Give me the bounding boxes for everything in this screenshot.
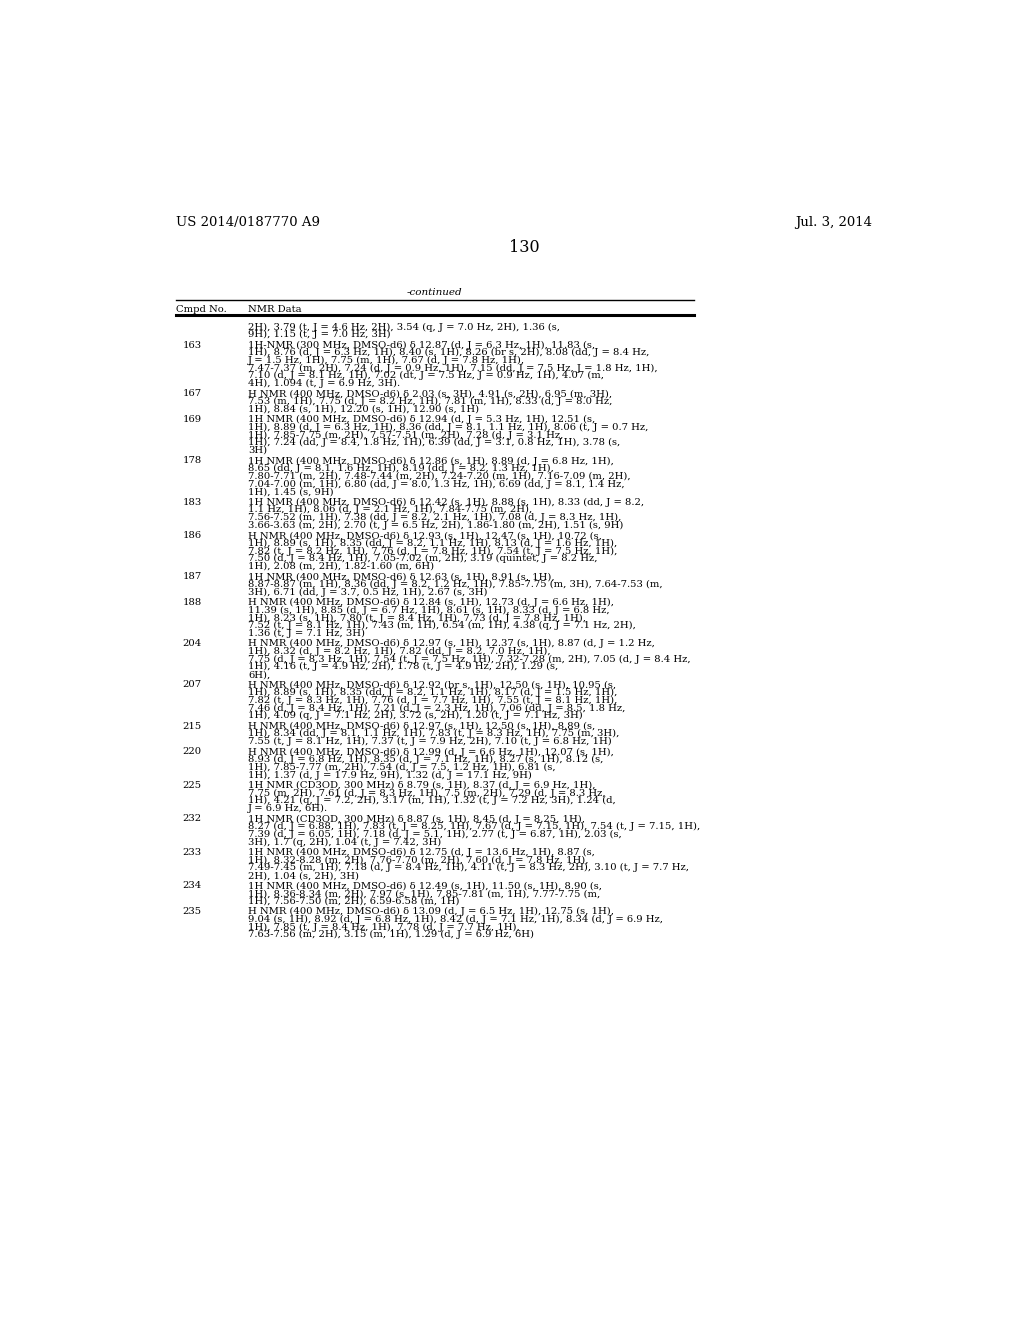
Text: Cmpd No.: Cmpd No. <box>176 305 226 314</box>
Text: 1H), 4.16 (t, J = 4.9 Hz, 2H), 1.78 (t, J = 4.9 Hz, 2H), 1.29 (s,: 1H), 4.16 (t, J = 4.9 Hz, 2H), 1.78 (t, … <box>248 663 558 672</box>
Text: 1H), 8.32 (d, J = 8.2 Hz, 1H), 7.82 (dd, J = 8.2, 7.0 Hz, 1H),: 1H), 8.32 (d, J = 8.2 Hz, 1H), 7.82 (dd,… <box>248 647 551 656</box>
Text: H NMR (400 MHz, DMSO-d6) δ 12.97 (s, 1H), 12.37 (s, 1H), 8.87 (d, J = 1.2 Hz,: H NMR (400 MHz, DMSO-d6) δ 12.97 (s, 1H)… <box>248 639 655 648</box>
Text: 1H NMR (CD3OD, 300 MHz) δ 8.79 (s, 1H), 8.37 (d, J = 6.9 Hz, 1H),: 1H NMR (CD3OD, 300 MHz) δ 8.79 (s, 1H), … <box>248 781 596 791</box>
Text: 7.82 (t, J = 8.2 Hz, 1H), 7.76 (d, J = 7.8 Hz, 1H), 7.54 (t, J = 7.5 Hz, 1H),: 7.82 (t, J = 8.2 Hz, 1H), 7.76 (d, J = 7… <box>248 546 617 556</box>
Text: 3H), 6.71 (dd, J = 3.7, 0.5 Hz, 1H), 2.67 (s, 3H): 3H), 6.71 (dd, J = 3.7, 0.5 Hz, 1H), 2.6… <box>248 587 487 597</box>
Text: 7.39 (d, J = 6.05, 1H), 7.18 (d, J = 5.1, 1H), 2.77 (t, J = 6.87, 1H), 2.03 (s,: 7.39 (d, J = 6.05, 1H), 7.18 (d, J = 5.1… <box>248 830 622 840</box>
Text: 1H NMR (400 MHz, DMSO-d6) δ 12.86 (s, 1H), 8.89 (d, J = 6.8 Hz, 1H),: 1H NMR (400 MHz, DMSO-d6) δ 12.86 (s, 1H… <box>248 457 614 466</box>
Text: 8.93 (d, J = 6.8 Hz, 1H), 8.35 (d, J = 7.1 Hz, 1H), 8.27 (s, 1H), 8.12 (s,: 8.93 (d, J = 6.8 Hz, 1H), 8.35 (d, J = 7… <box>248 755 603 764</box>
Text: H NMR (400 MHz, DMSO-d6) δ 12.97 (s, 1H), 12.50 (s, 1H), 8.89 (s,: H NMR (400 MHz, DMSO-d6) δ 12.97 (s, 1H)… <box>248 722 595 731</box>
Text: 1H NMR (400 MHz, DMSO-d6) δ 12.94 (d, J = 5.3 Hz, 1H), 12.51 (s,: 1H NMR (400 MHz, DMSO-d6) δ 12.94 (d, J … <box>248 416 595 424</box>
Text: 130: 130 <box>510 239 540 256</box>
Text: 1H NMR (CD3OD, 300 MHz) δ 8.87 (s, 1H), 8.45 (d, J = 8.25, 1H),: 1H NMR (CD3OD, 300 MHz) δ 8.87 (s, 1H), … <box>248 814 585 824</box>
Text: 233: 233 <box>182 847 202 857</box>
Text: 186: 186 <box>182 531 202 540</box>
Text: 3H), 1.7 (q, 2H), 1.04 (t, J = 7.42, 3H): 3H), 1.7 (q, 2H), 1.04 (t, J = 7.42, 3H) <box>248 837 441 846</box>
Text: 1H), 8.89 (d, J = 6.3 Hz, 1H), 8.36 (dd, J = 8.1, 1.1 Hz, 1H), 8.06 (t, J = 0.7 : 1H), 8.89 (d, J = 6.3 Hz, 1H), 8.36 (dd,… <box>248 422 648 432</box>
Text: -continued: -continued <box>407 288 462 297</box>
Text: 1H), 7.85-7.75 (m, 2H), 7.57-7.51 (m, 2H), 7.28 (d, J = 3.1 Hz,: 1H), 7.85-7.75 (m, 2H), 7.57-7.51 (m, 2H… <box>248 430 563 440</box>
Text: J = 1.5 Hz, 1H), 7.75 (m, 1H), 7.67 (d, J = 7.8 Hz, 1H),: J = 1.5 Hz, 1H), 7.75 (m, 1H), 7.67 (d, … <box>248 356 525 366</box>
Text: 183: 183 <box>182 498 202 507</box>
Text: 7.49-7.45 (m, 1H), 7.18 (d, J = 8.4 Hz, 1H), 4.11 (t, J = 8.3 Hz, 2H), 3.10 (t, : 7.49-7.45 (m, 1H), 7.18 (d, J = 8.4 Hz, … <box>248 863 689 873</box>
Text: 1H), 8.34 (dd, J = 8.1, 1.1 Hz, 1H), 7.83 (t, J = 8.3 Hz, 1H), 7.75 (m, 3H),: 1H), 8.34 (dd, J = 8.1, 1.1 Hz, 1H), 7.8… <box>248 730 620 738</box>
Text: 163: 163 <box>182 341 202 350</box>
Text: 1H), 8.32-8.28 (m, 2H), 7.76-7.70 (m, 2H), 7.60 (d, J = 7.8 Hz, 1H),: 1H), 8.32-8.28 (m, 2H), 7.76-7.70 (m, 2H… <box>248 855 589 865</box>
Text: 1H NMR (400 MHz, DMSO-d6) δ 12.42 (s, 1H), 8.88 (s, 1H), 8.33 (dd, J = 8.2,: 1H NMR (400 MHz, DMSO-d6) δ 12.42 (s, 1H… <box>248 498 644 507</box>
Text: J = 6.9 Hz, 6H).: J = 6.9 Hz, 6H). <box>248 804 329 813</box>
Text: 7.56-7.52 (m, 1H), 7.38 (dd, J = 8.2, 2.1 Hz, 1H), 7.08 (d, J = 8.3 Hz, 1H),: 7.56-7.52 (m, 1H), 7.38 (dd, J = 8.2, 2.… <box>248 513 622 523</box>
Text: 1H NMR (400 MHz, DMSO-d6) δ 12.63 (s, 1H), 8.91 (s, 1H),: 1H NMR (400 MHz, DMSO-d6) δ 12.63 (s, 1H… <box>248 573 555 581</box>
Text: 4H), 1.094 (t, J = 6.9 Hz, 3H).: 4H), 1.094 (t, J = 6.9 Hz, 3H). <box>248 379 400 388</box>
Text: 169: 169 <box>182 416 202 424</box>
Text: US 2014/0187770 A9: US 2014/0187770 A9 <box>176 216 321 230</box>
Text: 1H), 7.85 (t, J = 8.4 Hz, 1H), 7.78 (d, J = 7.7 Hz, 1H),: 1H), 7.85 (t, J = 8.4 Hz, 1H), 7.78 (d, … <box>248 923 520 932</box>
Text: 7.53 (m, 1H), 7.75 (d, J = 8.2 Hz, 1H), 7.81 (m, 1H), 8.33 (d, J = 8.0 Hz,: 7.53 (m, 1H), 7.75 (d, J = 8.2 Hz, 1H), … <box>248 397 612 407</box>
Text: 1H), 8.89 (s, 1H), 8.35 (dd, J = 8.2, 1.1 Hz, 1H), 8.17 (d, J = 1.5 Hz, 1H),: 1H), 8.89 (s, 1H), 8.35 (dd, J = 8.2, 1.… <box>248 688 617 697</box>
Text: 3.66-3.63 (m, 2H), 2.70 (t, J = 6.5 Hz, 2H), 1.86-1.80 (m, 2H), 1.51 (s, 9H): 3.66-3.63 (m, 2H), 2.70 (t, J = 6.5 Hz, … <box>248 520 624 529</box>
Text: H NMR (400 MHz, DMSO-d6) δ 13.09 (d, J = 6.5 Hz, 1H), 12.75 (s, 1H),: H NMR (400 MHz, DMSO-d6) δ 13.09 (d, J =… <box>248 907 614 916</box>
Text: 7.52 (t, J = 8.1 Hz, 1H), 7.43 (m, 1H), 6.54 (m, 1H), 4.38 (q, J = 7.1 Hz, 2H),: 7.52 (t, J = 8.1 Hz, 1H), 7.43 (m, 1H), … <box>248 622 636 630</box>
Text: 7.75 (d, J = 8.3 Hz, 1H), 7.54 (t, J = 7.5 Hz, 1H), 7.32-7.28 (m, 2H), 7.05 (d, : 7.75 (d, J = 8.3 Hz, 1H), 7.54 (t, J = 7… <box>248 655 691 664</box>
Text: 1H), 1.45 (s, 9H): 1H), 1.45 (s, 9H) <box>248 487 334 496</box>
Text: Jul. 3, 2014: Jul. 3, 2014 <box>795 216 872 230</box>
Text: 220: 220 <box>182 747 202 756</box>
Text: H NMR (400 MHz, DMSO-d6) δ 12.92 (br s, 1H), 12.50 (s, 1H), 10.95 (s,: H NMR (400 MHz, DMSO-d6) δ 12.92 (br s, … <box>248 681 616 689</box>
Text: 7.50 (d, J = 8.4 Hz, 1H), 7.05-7.02 (m, 2H), 3.19 (quintet, J = 8.2 Hz,: 7.50 (d, J = 8.4 Hz, 1H), 7.05-7.02 (m, … <box>248 554 598 564</box>
Text: 2H), 3.79 (t, J = 4.6 Hz, 2H), 3.54 (q, J = 7.0 Hz, 2H), 1.36 (s,: 2H), 3.79 (t, J = 4.6 Hz, 2H), 3.54 (q, … <box>248 322 560 331</box>
Text: 3H): 3H) <box>248 446 267 455</box>
Text: 8.27 (d, J = 6.88, 1H), 7.83 (t, J = 8.25, 1H), 7.67 (d, J = 7.15, 1H), 7.54 (t,: 8.27 (d, J = 6.88, 1H), 7.83 (t, J = 8.2… <box>248 822 700 832</box>
Text: 1H), 8.23 (s, 1H), 7.80 (t, J = 8.4 Hz, 1H), 7.73 (d, J = 7.8 Hz, 1H),: 1H), 8.23 (s, 1H), 7.80 (t, J = 8.4 Hz, … <box>248 614 586 623</box>
Text: 235: 235 <box>182 907 202 916</box>
Text: 1H), 7.85-7.77 (m, 2H), 7.54 (d, J = 7.5, 1.2 Hz, 1H), 6.81 (s,: 1H), 7.85-7.77 (m, 2H), 7.54 (d, J = 7.5… <box>248 763 556 772</box>
Text: H NMR (400 MHz, DMSO-d6) δ 12.84 (s, 1H), 12.73 (d, J = 6.6 Hz, 1H),: H NMR (400 MHz, DMSO-d6) δ 12.84 (s, 1H)… <box>248 598 614 607</box>
Text: 7.75 (m, 2H), 7.61 (d, J = 8.3 Hz, 1H), 7.5 (m, 2H), 7.29 (d, J = 8.3 Hz,: 7.75 (m, 2H), 7.61 (d, J = 8.3 Hz, 1H), … <box>248 788 606 797</box>
Text: 178: 178 <box>182 457 202 466</box>
Text: 1H), 8.36-8.34 (m, 2H), 7.97 (s, 1H), 7.85-7.81 (m, 1H), 7.77-7.75 (m,: 1H), 8.36-8.34 (m, 2H), 7.97 (s, 1H), 7.… <box>248 890 600 898</box>
Text: 11.39 (s, 1H), 8.85 (d, J = 6.7 Hz, 1H), 8.61 (s, 1H), 8.33 (d, J = 6.8 Hz,: 11.39 (s, 1H), 8.85 (d, J = 6.7 Hz, 1H),… <box>248 606 609 615</box>
Text: 7.04-7.00 (m, 1H), 6.80 (dd, J = 8.0, 1.3 Hz, 1H), 6.69 (dd, J = 8.1, 1.4 Hz,: 7.04-7.00 (m, 1H), 6.80 (dd, J = 8.0, 1.… <box>248 479 625 488</box>
Text: 1H), 4.21 (q, J = 7.2, 2H), 3.17 (m, 1H), 1.32 (t, J = 7.2 Hz, 3H), 1.24 (d,: 1H), 4.21 (q, J = 7.2, 2H), 3.17 (m, 1H)… <box>248 796 615 805</box>
Text: 9H), 1.15 (t, J = 7.0 Hz, 3H): 9H), 1.15 (t, J = 7.0 Hz, 3H) <box>248 330 391 339</box>
Text: 204: 204 <box>182 639 202 648</box>
Text: 215: 215 <box>182 722 202 731</box>
Text: H NMR (400 MHz, DMSO-d6) δ 12.99 (d, J = 6.6 Hz, 1H), 12.07 (s, 1H),: H NMR (400 MHz, DMSO-d6) δ 12.99 (d, J =… <box>248 747 614 756</box>
Text: 1H), 8.84 (s, 1H), 12.20 (s, 1H), 12.90 (s, 1H): 1H), 8.84 (s, 1H), 12.20 (s, 1H), 12.90 … <box>248 405 479 413</box>
Text: 1H), 7.24 (dd, J = 8.4, 1.8 Hz, 1H), 6.39 (dd, J = 3.1, 0.8 Hz, 1H), 3.78 (s,: 1H), 7.24 (dd, J = 8.4, 1.8 Hz, 1H), 6.3… <box>248 438 621 447</box>
Text: 7.63-7.56 (m, 2H), 3.15 (m, 1H), 1.29 (d, J = 6.9 Hz, 6H): 7.63-7.56 (m, 2H), 3.15 (m, 1H), 1.29 (d… <box>248 931 535 940</box>
Text: 7.82 (t, J = 8.3 Hz, 1H), 7.76 (d, J = 7.7 Hz, 1H), 7.55 (t, J = 8.1 Hz, 1H),: 7.82 (t, J = 8.3 Hz, 1H), 7.76 (d, J = 7… <box>248 696 617 705</box>
Text: 1H NMR (400 MHz, DMSO-d6) δ 12.75 (d, J = 13.6 Hz, 1H), 8.87 (s,: 1H NMR (400 MHz, DMSO-d6) δ 12.75 (d, J … <box>248 847 595 857</box>
Text: 234: 234 <box>182 882 202 891</box>
Text: 188: 188 <box>182 598 202 607</box>
Text: NMR Data: NMR Data <box>248 305 302 314</box>
Text: 6H),: 6H), <box>248 671 270 678</box>
Text: 1H NMR (400 MHz, DMSO-d6) δ 12.49 (s, 1H), 11.50 (s, 1H), 8.90 (s,: 1H NMR (400 MHz, DMSO-d6) δ 12.49 (s, 1H… <box>248 882 602 891</box>
Text: 1H-NMR (300 MHz, DMSO-d6) δ 12.87 (d, J = 6.3 Hz, 1H), 11.83 (s,: 1H-NMR (300 MHz, DMSO-d6) δ 12.87 (d, J … <box>248 341 595 350</box>
Text: 7.10 (d, J = 8.1 Hz, 1H), 7.02 (dt, J = 7.5 Hz, J = 0.9 Hz, 1H), 4.07 (m,: 7.10 (d, J = 8.1 Hz, 1H), 7.02 (dt, J = … <box>248 371 604 380</box>
Text: 167: 167 <box>182 389 202 399</box>
Text: 1H), 8.76 (d, J = 6.3 Hz, 1H), 8.40 (s, 1H), 8.26 (br s, 2H), 8.08 (dd, J = 8.4 : 1H), 8.76 (d, J = 6.3 Hz, 1H), 8.40 (s, … <box>248 348 649 358</box>
Text: 9.04 (s, 1H), 8.92 (d, J = 6.8 Hz, 1H), 8.42 (d, J = 7.1 Hz, 1H), 8.34 (d, J = 6: 9.04 (s, 1H), 8.92 (d, J = 6.8 Hz, 1H), … <box>248 915 664 924</box>
Text: 7.55 (t, J = 8.1 Hz, 1H), 7.37 (t, J = 7.9 Hz, 2H), 7.10 (t, J = 6.8 Hz, 1H): 7.55 (t, J = 8.1 Hz, 1H), 7.37 (t, J = 7… <box>248 737 612 746</box>
Text: H NMR (400 MHz, DMSO-d6) δ 2.03 (s, 3H), 4.91 (s, 2H), 6.95 (m, 3H),: H NMR (400 MHz, DMSO-d6) δ 2.03 (s, 3H),… <box>248 389 612 399</box>
Text: 225: 225 <box>182 781 202 789</box>
Text: 8.87-8.87 (m, 1H), 8.36 (dd, J = 8.2, 1.2 Hz, 1H), 7.85-7.75 (m, 3H), 7.64-7.53 : 8.87-8.87 (m, 1H), 8.36 (dd, J = 8.2, 1.… <box>248 579 663 589</box>
Text: 7.80-7.71 (m, 2H), 7.48-7.44 (m, 2H), 7.24-7.20 (m, 1H), 7.16-7.09 (m, 2H),: 7.80-7.71 (m, 2H), 7.48-7.44 (m, 2H), 7.… <box>248 471 631 480</box>
Text: 1.36 (t, J = 7.1 Hz, 3H): 1.36 (t, J = 7.1 Hz, 3H) <box>248 628 366 638</box>
Text: 1H), 1.37 (d, J = 17.9 Hz, 9H), 1.32 (d, J = 17.1 Hz, 9H): 1H), 1.37 (d, J = 17.9 Hz, 9H), 1.32 (d,… <box>248 771 532 780</box>
Text: 187: 187 <box>182 573 202 581</box>
Text: 1.1 Hz, 1H), 8.06 (d, J = 2.1 Hz, 1H), 7.84-7.75 (m, 2H),: 1.1 Hz, 1H), 8.06 (d, J = 2.1 Hz, 1H), 7… <box>248 506 532 515</box>
Text: 8.65 (dd, J = 8.1, 1.6 Hz, 1H), 8.19 (dd, J = 8.2, 1.3 Hz, 1H),: 8.65 (dd, J = 8.1, 1.6 Hz, 1H), 8.19 (dd… <box>248 465 554 473</box>
Text: 207: 207 <box>182 681 202 689</box>
Text: 2H), 1.04 (s, 2H), 3H): 2H), 1.04 (s, 2H), 3H) <box>248 871 359 880</box>
Text: 7.47-7.37 (m, 2H), 7.24 (d, J = 0.9 Hz, 1H), 7.15 (dd, J = 7.5 Hz, J = 1.8 Hz, 1: 7.47-7.37 (m, 2H), 7.24 (d, J = 0.9 Hz, … <box>248 363 657 372</box>
Text: 1H), 8.89 (s, 1H), 8.35 (dd, J = 8.2, 1.1 Hz, 1H), 8.13 (d, J = 1.6 Hz, 1H),: 1H), 8.89 (s, 1H), 8.35 (dd, J = 8.2, 1.… <box>248 539 617 548</box>
Text: 1H), 2.08 (m, 2H), 1.82-1.60 (m, 6H): 1H), 2.08 (m, 2H), 1.82-1.60 (m, 6H) <box>248 562 434 570</box>
Text: 1H), 7.56-7.50 (m, 2H), 6.59-6.58 (m, 1H): 1H), 7.56-7.50 (m, 2H), 6.59-6.58 (m, 1H… <box>248 896 460 906</box>
Text: 1H), 4.09 (q, J = 7.1 Hz, 2H), 3.72 (s, 2H), 1.20 (t, J = 7.1 Hz, 3H): 1H), 4.09 (q, J = 7.1 Hz, 2H), 3.72 (s, … <box>248 711 583 721</box>
Text: 232: 232 <box>182 814 202 824</box>
Text: 7.46 (d, J = 8.4 Hz, 1H), 7.21 (d, J = 2.3 Hz, 1H), 7.06 (dd, J = 8.5, 1.8 Hz,: 7.46 (d, J = 8.4 Hz, 1H), 7.21 (d, J = 2… <box>248 704 626 713</box>
Text: H NMR (400 MHz, DMSO-d6) δ 12.93 (s, 1H), 12.47 (s, 1H), 10.72 (s,: H NMR (400 MHz, DMSO-d6) δ 12.93 (s, 1H)… <box>248 531 602 540</box>
